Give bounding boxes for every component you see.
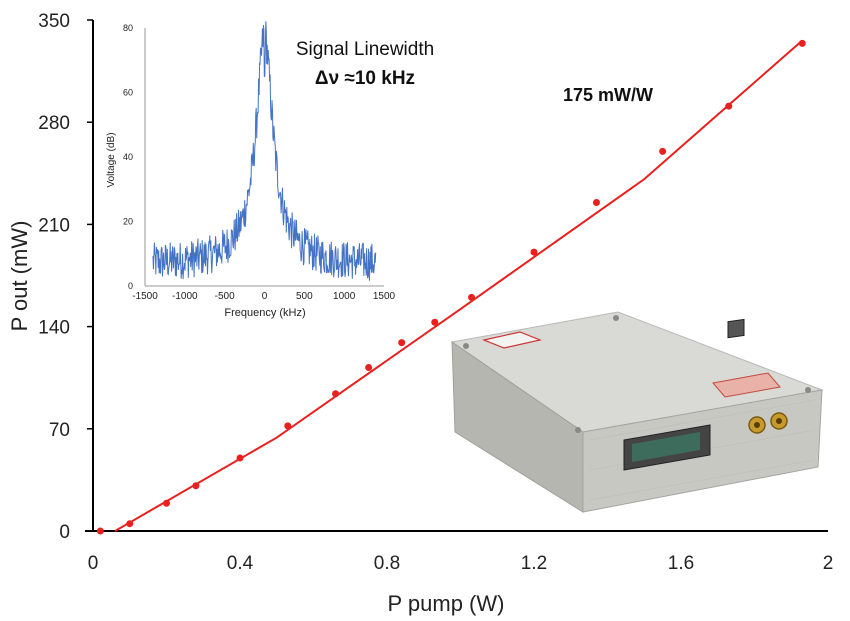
data-point — [332, 390, 340, 398]
inset-y-tick-labels: 0 20 40 60 80 — [123, 23, 133, 291]
inset-y-axis-title: Voltage (dB) — [106, 132, 117, 187]
y-tick-label: 140 — [38, 318, 70, 339]
usb-port-icon — [727, 318, 745, 339]
screw-icon — [575, 427, 581, 433]
y-axis-title: P out (mW) — [7, 221, 32, 332]
data-point — [398, 339, 406, 347]
data-point — [163, 499, 170, 507]
y-tick-labels: 0 70 140 210 280 350 — [38, 11, 93, 543]
inset-title: Signal Linewidth — [296, 39, 434, 60]
x-axis-title: P pump (W) — [388, 591, 505, 616]
inset-x-tick-label: 500 — [296, 291, 313, 302]
inset-spectrum-trace — [152, 21, 377, 281]
data-point — [365, 363, 373, 371]
inset-y-tick-label: 20 — [123, 217, 133, 227]
inset-x-tick-labels: -1500 -1000 -500 0 500 1000 1500 — [132, 291, 395, 302]
x-tick-label: 0.8 — [374, 553, 400, 574]
data-point — [431, 318, 439, 326]
inset-y-tick-label: 0 — [128, 281, 133, 291]
x-tick-label: 1.6 — [668, 553, 694, 574]
slope-annotation: 175 mW/W — [563, 85, 653, 105]
main-chart-axes — [85, 20, 828, 532]
inset-x-tick-label: 1000 — [333, 291, 356, 302]
data-point — [592, 199, 600, 206]
inset-spectrum-chart: 0 20 40 60 80 -1500 -1000 -500 0 500 1000 1500 Fre… — [106, 21, 434, 319]
data-point — [192, 482, 200, 490]
inset-x-tick-label: -500 — [215, 291, 235, 302]
fit-line — [114, 39, 803, 532]
inset-y-tick-label: 40 — [123, 152, 133, 162]
screw-icon — [463, 343, 469, 349]
y-tick-label: 350 — [38, 11, 70, 32]
screw-icon — [805, 387, 811, 393]
data-point — [96, 527, 104, 535]
data-points-series — [96, 39, 806, 535]
inset-y-tick-label: 80 — [123, 23, 133, 33]
warning-sticker — [712, 372, 781, 398]
x-tick-label: 2 — [823, 553, 834, 574]
label-sticker — [481, 331, 543, 349]
data-point — [284, 422, 292, 430]
y-tick-label: 210 — [38, 215, 70, 236]
data-point — [126, 520, 134, 528]
inset-y-tick-label: 60 — [123, 88, 133, 98]
data-point — [659, 147, 667, 155]
inset-x-tick-label: -1500 — [132, 291, 158, 302]
y-tick-label: 70 — [49, 420, 70, 441]
data-point — [530, 248, 538, 256]
y-tick-label: 0 — [59, 522, 70, 543]
inset-subtitle: Δν ≈10 kHz — [315, 68, 415, 89]
x-tick-label: 1.2 — [521, 553, 547, 574]
inset-trace-line — [152, 21, 377, 281]
fit-line-series — [114, 39, 803, 532]
data-point — [236, 454, 244, 462]
laser-module-photo — [450, 311, 824, 513]
inset-x-axis-title: Frequency (kHz) — [224, 307, 305, 319]
data-point — [468, 293, 476, 301]
inset-x-tick-label: 1500 — [373, 291, 396, 302]
y-tick-label: 280 — [38, 113, 70, 134]
inset-x-tick-label: -1000 — [172, 291, 198, 302]
screw-icon — [613, 315, 619, 321]
x-tick-label: 0.4 — [227, 553, 254, 574]
inset-x-tick-label: 0 — [262, 291, 268, 302]
x-tick-labels: 0 0.4 0.8 1.2 1.6 2 — [88, 553, 834, 574]
x-tick-label: 0 — [88, 553, 99, 574]
data-point — [798, 39, 806, 47]
data-point — [725, 102, 733, 110]
